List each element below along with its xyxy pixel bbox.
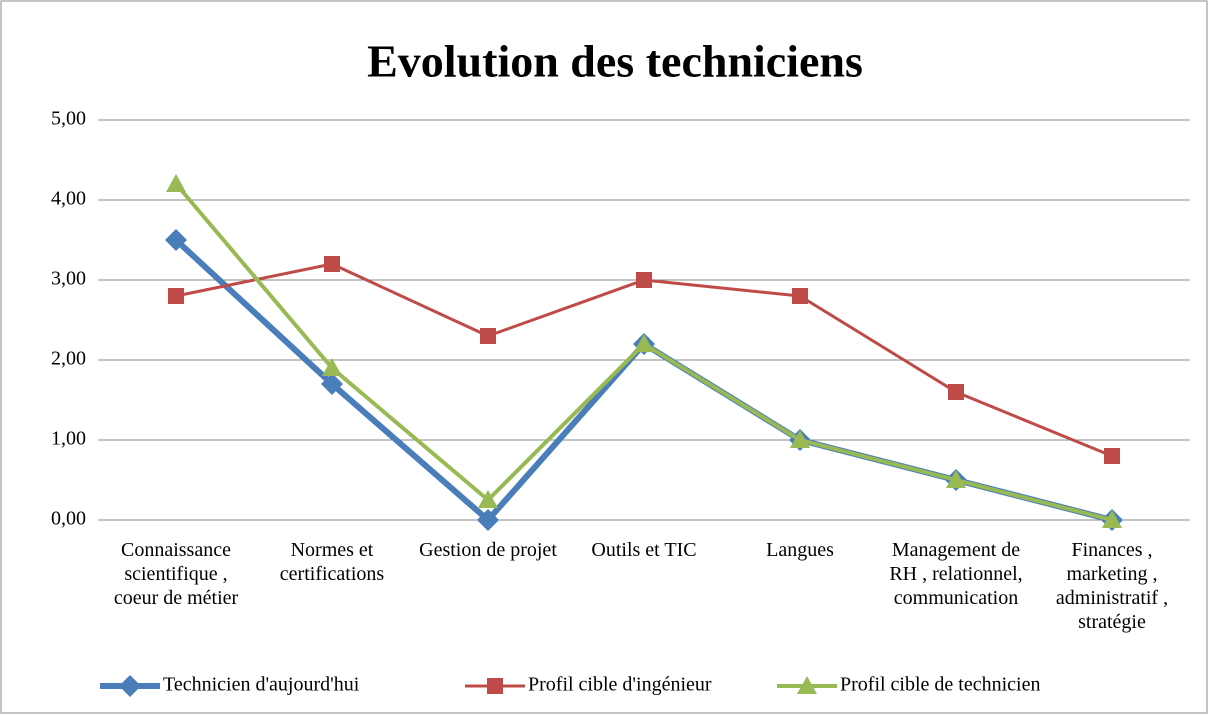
- y-tick-label: 0,00: [51, 508, 86, 530]
- marker: [168, 288, 184, 304]
- marker: [165, 229, 187, 251]
- marker: [477, 509, 499, 531]
- marker: [487, 678, 503, 694]
- x-tick-label: Connaissance scientifique , coeur de mét…: [113, 539, 239, 609]
- marker: [797, 676, 817, 694]
- y-tick-label: 4,00: [51, 188, 86, 210]
- marker: [792, 288, 808, 304]
- x-tick-label: Langues: [766, 539, 834, 561]
- marker: [636, 272, 652, 288]
- legend-label: Profil cible de technicien: [840, 674, 1040, 696]
- marker: [1104, 448, 1120, 464]
- y-tick-label: 2,00: [51, 348, 86, 370]
- marker: [324, 256, 340, 272]
- x-tick-label: Management de RH , relationnel, communic…: [889, 539, 1023, 609]
- x-tick-label: Gestion de projet: [419, 539, 557, 561]
- marker: [478, 490, 498, 508]
- marker: [322, 358, 342, 376]
- marker: [166, 174, 186, 192]
- marker: [634, 334, 654, 352]
- marker: [946, 470, 966, 488]
- x-tick-label: Finances , marketing , administratif , s…: [1055, 539, 1169, 633]
- marker: [321, 373, 343, 395]
- chart-title: Evolution des techniciens: [367, 36, 863, 87]
- marker: [948, 384, 964, 400]
- y-tick-label: 5,00: [51, 108, 86, 130]
- marker: [480, 328, 496, 344]
- marker: [790, 430, 810, 448]
- marker: [1102, 510, 1122, 528]
- y-tick-label: 3,00: [51, 268, 86, 290]
- y-tick-label: 1,00: [51, 428, 86, 450]
- legend-label: Profil cible d'ingénieur: [528, 674, 712, 696]
- marker: [119, 675, 141, 697]
- x-tick-label: Normes et certifications: [279, 539, 385, 585]
- x-tick-label: Outils et TIC: [591, 539, 697, 561]
- legend-label: Technicien d'aujourd'hui: [163, 674, 360, 696]
